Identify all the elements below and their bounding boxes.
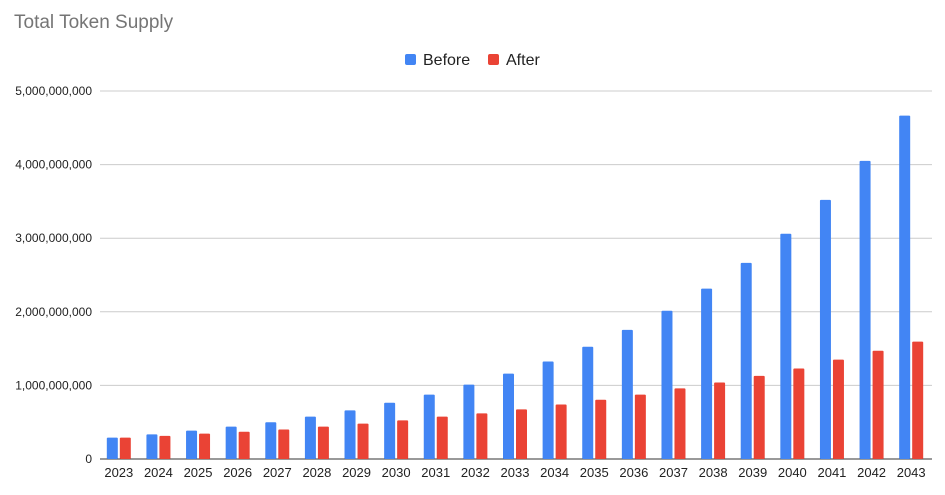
x-tick-label: 2034 [540, 465, 569, 480]
bar-after-2043[interactable] [912, 341, 924, 459]
y-tick-label: 1,000,000,000 [15, 378, 92, 392]
bar-before-2030[interactable] [384, 402, 396, 459]
bar-before-2034[interactable] [542, 361, 554, 459]
bar-before-2026[interactable] [225, 426, 237, 459]
legend-item-after[interactable]: After [488, 52, 540, 69]
bar-after-2041[interactable] [832, 359, 844, 459]
bar-after-2040[interactable] [793, 368, 805, 459]
y-tick-label: 3,000,000,000 [15, 231, 92, 245]
x-tick-label: 2039 [738, 465, 767, 480]
x-tick-label: 2029 [342, 465, 371, 480]
bar-after-2035[interactable] [595, 399, 607, 459]
legend-swatch [488, 54, 499, 65]
y-tick-label: 2,000,000,000 [15, 305, 92, 319]
x-tick-label: 2035 [580, 465, 609, 480]
chart-title: Total Token Supply [14, 12, 174, 33]
bar-after-2023[interactable] [119, 437, 131, 459]
x-tick-label: 2038 [699, 465, 728, 480]
bar-after-2042[interactable] [872, 350, 884, 459]
bar-before-2032[interactable] [463, 384, 475, 459]
x-tick-label: 2033 [501, 465, 530, 480]
x-axis-tick-labels: 2023 2024 2025 2026 2027 2028 2029 2030 2031 2032… [104, 465, 925, 480]
x-tick-label: 2030 [382, 465, 411, 480]
bar-before-2025[interactable] [186, 430, 198, 459]
x-tick-label: 2027 [263, 465, 292, 480]
bar-before-2038[interactable] [701, 288, 713, 459]
bar-after-2028[interactable] [317, 426, 329, 459]
bar-before-2031[interactable] [423, 394, 435, 459]
legend-item-before[interactable]: Before [405, 52, 470, 69]
bar-after-2037[interactable] [674, 388, 686, 459]
x-tick-label: 2036 [619, 465, 648, 480]
bar-before-2028[interactable] [304, 416, 316, 459]
x-tick-label: 2042 [857, 465, 886, 480]
bar-before-2041[interactable] [819, 199, 831, 460]
y-tick-label: 5,000,000,000 [15, 84, 92, 98]
x-tick-label: 2041 [817, 465, 846, 480]
y-axis-tick-labels: 0 1,000,000,000 2,000,000,000 3,000,000,000… [15, 84, 92, 466]
grid-lines [100, 90, 932, 460]
x-tick-label: 2032 [461, 465, 490, 480]
bar-before-2027[interactable] [265, 422, 277, 459]
bar-after-2036[interactable] [634, 394, 646, 459]
bar-after-2025[interactable] [199, 433, 211, 459]
x-tick-label: 2028 [302, 465, 331, 480]
y-tick-label: 0 [85, 452, 92, 466]
bar-after-2029[interactable] [357, 423, 369, 459]
bar-after-2039[interactable] [753, 375, 765, 459]
bar-before-2029[interactable] [344, 410, 356, 459]
bar-after-2033[interactable] [516, 409, 527, 459]
x-tick-label: 2025 [184, 465, 213, 480]
bar-before-2036[interactable] [621, 329, 633, 459]
bar-after-2034[interactable] [555, 404, 567, 459]
x-tick-label: 2031 [421, 465, 450, 480]
bar-before-2024[interactable] [146, 434, 158, 459]
legend-label: Before [423, 52, 470, 69]
bar-before-2037[interactable] [661, 310, 673, 459]
x-tick-label: 2024 [144, 465, 173, 480]
legend[interactable]: Before After [405, 52, 540, 69]
bar-before-2039[interactable] [740, 262, 752, 459]
bar-before-2042[interactable] [859, 160, 871, 460]
legend-swatch [405, 54, 416, 65]
bar-before-2040[interactable] [780, 233, 792, 459]
bar-after-2027[interactable] [278, 429, 290, 459]
bar-before-2023[interactable] [106, 437, 118, 459]
bar-after-2032[interactable] [476, 413, 488, 459]
bar-after-2026[interactable] [238, 431, 250, 459]
x-tick-label: 2037 [659, 465, 688, 480]
bar-after-2031[interactable] [436, 416, 448, 459]
bar-before-2043[interactable] [899, 115, 911, 459]
bar-before-2033[interactable] [503, 373, 514, 459]
x-tick-label: 2040 [778, 465, 807, 480]
bar-after-2038[interactable] [714, 382, 726, 459]
bar-after-2024[interactable] [159, 435, 171, 459]
legend-label: After [506, 52, 540, 69]
bar-before-2035[interactable] [582, 346, 594, 459]
bars [106, 115, 924, 460]
x-tick-label: 2026 [223, 465, 252, 480]
x-tick-label: 2023 [104, 465, 133, 480]
y-tick-label: 4,000,000,000 [15, 158, 92, 172]
bar-after-2030[interactable] [397, 420, 409, 459]
x-tick-label: 2043 [897, 465, 926, 480]
